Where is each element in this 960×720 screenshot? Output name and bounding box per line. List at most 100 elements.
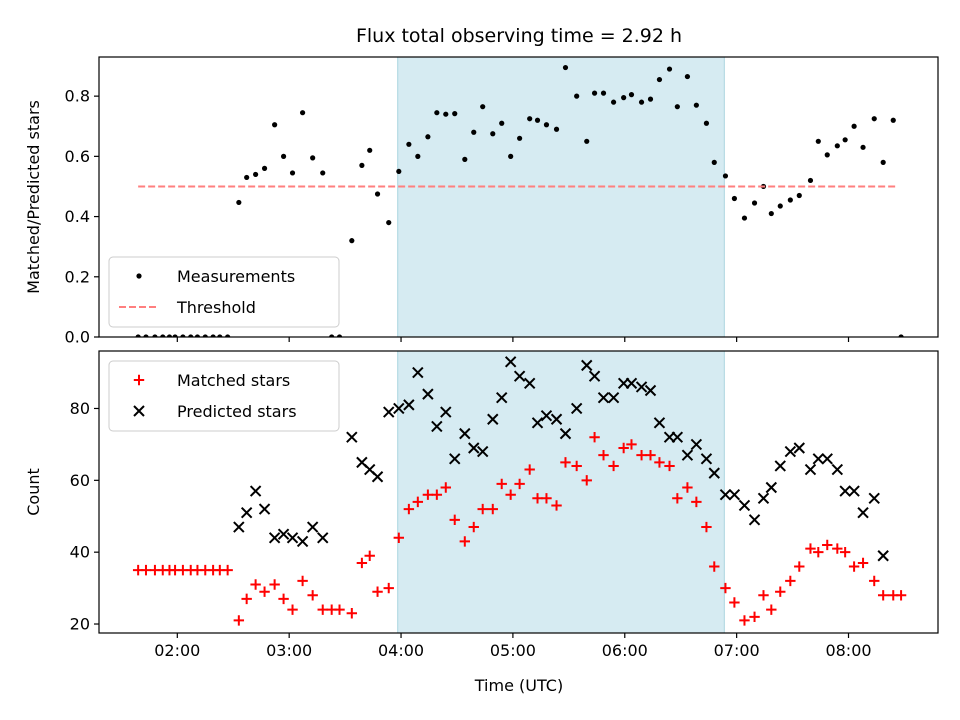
matched-star-point	[346, 608, 358, 619]
predicted-star-point	[831, 463, 844, 476]
predicted-star-point	[296, 535, 309, 548]
measurement-point	[768, 210, 774, 217]
y-tick-label: 60	[70, 471, 90, 490]
matched-star-point	[459, 536, 471, 547]
predicted-star-point	[804, 463, 817, 476]
matched-star-point	[839, 546, 851, 558]
measurement-point	[851, 123, 857, 129]
predicted-star-point	[690, 438, 703, 451]
matched-star-point	[468, 521, 479, 533]
matched-star-point	[241, 593, 252, 605]
measurement-point	[656, 76, 663, 83]
matched-star-point	[794, 561, 805, 572]
predicted-star-point	[635, 381, 648, 393]
observing-window-shade	[397, 56, 725, 338]
y-tick-label: 0.6	[65, 147, 90, 166]
measurement-point	[202, 334, 208, 337]
matched-star-point	[739, 615, 750, 626]
measurement-point	[280, 153, 287, 159]
matched-star-point	[269, 579, 280, 590]
axes-frame	[98, 56, 939, 338]
legend-label: Matched stars	[177, 371, 290, 390]
y-tick-label: 0.4	[65, 207, 90, 226]
matched-star-point	[524, 464, 535, 475]
measurement-point	[666, 66, 673, 72]
measurement-point	[188, 334, 194, 337]
measurement-point	[415, 153, 421, 159]
matched-star-point	[233, 615, 245, 626]
matched-star-point	[691, 496, 702, 508]
matched-star-point	[560, 457, 571, 468]
matched-star-point	[581, 475, 592, 486]
predicted-star-point	[700, 453, 713, 465]
matched-star-point	[496, 478, 507, 490]
predicted-star-point	[757, 492, 770, 504]
y-tick-label: 0.8	[65, 87, 90, 106]
measurement-point	[289, 170, 296, 176]
matched-star-point	[758, 590, 769, 601]
matched-star-point	[682, 482, 693, 493]
measurement-point	[834, 143, 840, 149]
measurement-point	[600, 90, 607, 96]
measurement-point	[299, 110, 306, 116]
measurement-point	[359, 162, 365, 168]
predicted-star-point	[403, 399, 415, 411]
legend-box	[108, 360, 340, 432]
matched-star-point	[729, 597, 740, 608]
predicted-star-point	[286, 532, 299, 544]
measurement-point	[329, 334, 335, 337]
measurement-point	[462, 156, 468, 162]
predicted-star-point	[857, 506, 869, 519]
measurement-point	[194, 334, 201, 337]
measurement-point	[693, 102, 699, 108]
measurement-point	[236, 199, 242, 206]
measurement-point	[143, 334, 149, 337]
predicted-star-point	[306, 521, 319, 533]
measurement-point	[731, 195, 738, 202]
predicted-star-point	[531, 417, 544, 429]
measurement-point	[562, 64, 569, 71]
measurement-point	[711, 159, 717, 165]
measurement-point	[396, 168, 402, 175]
predicted-star-point	[393, 402, 405, 415]
measurement-point	[751, 200, 758, 206]
matched-star-point	[589, 432, 600, 443]
measurement-point	[225, 334, 231, 337]
matched-star-point	[287, 604, 298, 615]
matched-star-point	[709, 561, 720, 572]
predicted-star-point	[258, 503, 271, 515]
matched-star-point	[222, 564, 233, 576]
matched-star-point	[431, 489, 443, 500]
x-tick-label: 08:00	[825, 641, 871, 660]
matched-star-point	[672, 493, 683, 504]
measurement-point	[172, 334, 178, 337]
matched-star-point	[532, 493, 543, 504]
matched-star-point	[618, 442, 629, 454]
predicted-star-point	[440, 406, 452, 418]
y-tick-label: 40	[70, 543, 90, 562]
matched-star-point	[422, 489, 434, 500]
predicted-star-point	[496, 391, 508, 404]
predicted-star-point	[240, 506, 253, 519]
matched-star-point	[487, 503, 498, 515]
measurement-point	[434, 110, 440, 116]
measurement-point	[553, 126, 560, 132]
matched-star-point	[505, 489, 516, 500]
predicted-star-point	[793, 442, 805, 454]
measurement-point	[722, 173, 729, 179]
measurement-point	[349, 238, 355, 244]
measurement-point	[217, 334, 223, 337]
predicted-star-point	[839, 485, 851, 497]
measurement-point	[638, 99, 645, 105]
legend-swatch	[133, 405, 145, 417]
matched-star-point	[514, 478, 525, 490]
matched-star-point	[895, 590, 907, 601]
matched-star-point	[701, 521, 712, 533]
matched-star-point	[775, 586, 786, 597]
panel-0: 0.0 0.2 0.4 0.6 0.8 Matched/Predicted stars Me…	[24, 56, 939, 347]
predicted-star-point	[277, 528, 290, 540]
measurement-point	[777, 203, 783, 209]
measurement-point	[684, 73, 691, 80]
measurement-point	[210, 334, 216, 337]
matched-star-point	[541, 493, 552, 504]
